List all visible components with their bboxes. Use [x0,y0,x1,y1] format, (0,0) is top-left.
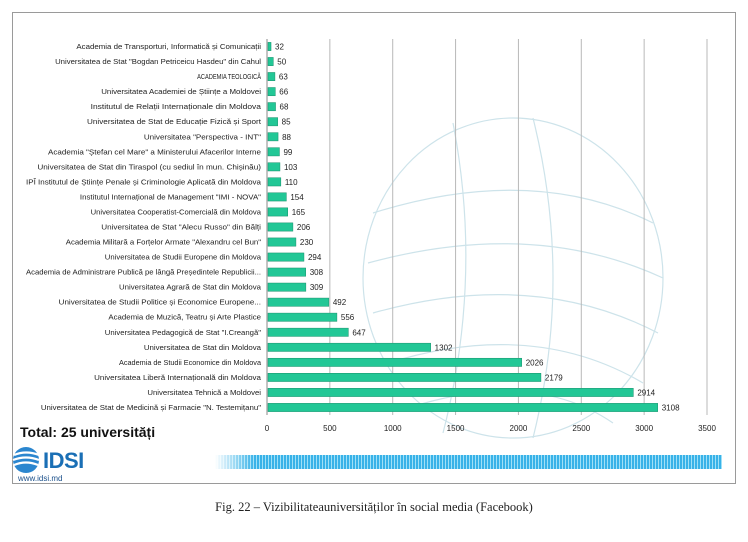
data-label: 2914 [637,388,655,397]
bars [268,42,658,411]
category-label: Universitatea de Stat din Moldova [144,343,261,352]
bar [268,88,275,96]
bar [268,163,280,171]
figure-caption: Fig. 22 – Vizibilitateauniversităților î… [0,500,748,515]
x-tick-label: 3500 [698,424,716,433]
bar [268,223,293,231]
category-label: ACADEMIA TEOLOGICĂ [197,72,261,81]
data-label: 66 [279,88,288,97]
bar [268,388,633,396]
total-label: Total: 25 universități [20,424,155,440]
bar [268,133,278,141]
value-labels: 32 50 63 66 68 85 88 99 103 110 154 165 206 230 294 308… [275,43,680,413]
category-label: Institutul de Relații Internaționale din… [91,102,261,111]
data-label: 647 [352,328,366,337]
category-label: Institutul Internațional de Management "… [80,192,262,201]
data-label: 3108 [662,403,680,412]
decorative-stripe-fade [215,455,255,469]
category-label: Universitatea de Stat de Educație Fizică… [87,117,261,126]
data-label: 2026 [526,358,544,367]
bar [268,253,304,261]
data-label: 1302 [435,343,453,352]
data-label: 85 [282,118,291,127]
bar [268,118,278,126]
bar [268,328,348,336]
bar [268,268,306,276]
bar [268,238,296,246]
data-label: 99 [283,148,292,157]
category-label: Universitatea de Stat de Medicină și Far… [41,403,262,412]
x-tick-label: 2500 [572,424,590,433]
x-tick-label: 1000 [384,424,402,433]
bar [268,208,288,216]
data-label: 88 [282,133,291,142]
category-label: Universitatea Liberă Internațională din … [94,373,261,382]
category-label: IPÎ Institutul de Științe Penale și Crim… [26,177,261,186]
bar [268,193,286,201]
bar [268,358,522,366]
chart-frame: Academia de Transporturi, Informatică și… [12,12,736,484]
category-label: Universitatea de Studii Politice și Econ… [59,298,261,307]
data-label: 309 [310,283,324,292]
logo-name: IDSI [43,448,84,474]
data-label: 556 [341,313,355,322]
data-label: 103 [284,163,298,172]
category-label: Universitatea Academiei de Științe a Mol… [101,87,261,96]
data-label: 32 [275,43,284,52]
decorative-stripe [215,455,722,469]
x-tick-label: 2000 [510,424,528,433]
x-tick-label: 500 [323,424,337,433]
bar [268,298,329,306]
data-label: 206 [297,223,311,232]
data-label: 165 [292,208,306,217]
x-tick-label: 3000 [635,424,653,433]
category-label: Universitatea Cooperatist-Comercială din… [91,207,261,216]
data-label: 154 [290,193,304,202]
bar [268,57,273,65]
bar [268,148,279,156]
category-label: Universitatea de Stat "Alecu Russo" din … [101,223,261,232]
category-label: Universitatea Tehnică a Moldovei [147,388,261,397]
category-label: Academia de Studii Economice din Moldova [119,358,261,367]
category-label: Universitatea de Studii Europene din Mol… [105,253,261,262]
category-label: Universitatea Agrară de Stat din Moldova [119,283,261,292]
category-label: Academia Militară a Forțelor Armate "Ale… [66,238,262,247]
bar-chart: Academia de Transporturi, Informatică și… [13,13,735,483]
bar [268,403,658,411]
x-tick-label: 0 [265,424,270,433]
data-label: 492 [333,298,347,307]
category-label: Universitatea de Stat din Tiraspol (cu s… [37,162,261,171]
category-label: Universitatea "Perspectiva - INT" [144,132,262,141]
data-label: 308 [310,268,324,277]
bar [268,72,275,80]
category-label: Academia de Muzică, Teatru și Arte Plast… [108,313,261,322]
data-label: 50 [277,58,286,67]
bar [268,313,337,321]
data-label: 294 [308,253,322,262]
bar [268,178,281,186]
category-labels: Academia de Transporturi, Informatică și… [26,42,261,412]
logo-url[interactable]: www.idsi.md [18,474,62,483]
data-label: 68 [280,103,289,112]
bar [268,283,306,291]
data-label: 110 [285,178,298,187]
data-label: 230 [300,238,314,247]
x-tick-label: 1500 [447,424,465,433]
x-axis-ticks: 0 500 1000 1500 2000 2500 3000 3500 [265,424,717,433]
category-label: Universitatea Pedagogică de Stat "I.Crea… [105,328,262,337]
data-label: 63 [279,73,288,82]
category-label: Universitatea de Stat "Bogdan Petriceicu… [55,57,261,66]
category-label: Academia de Transporturi, Informatică și… [76,42,261,51]
bar [268,343,431,351]
category-label: Academia de Administrare Publică pe lâng… [26,268,261,277]
bar [268,42,271,50]
category-label: Academia "Ștefan cel Mare" a Ministerulu… [48,147,261,156]
bar [268,373,541,381]
bar [268,103,276,111]
data-label: 2179 [545,373,563,382]
